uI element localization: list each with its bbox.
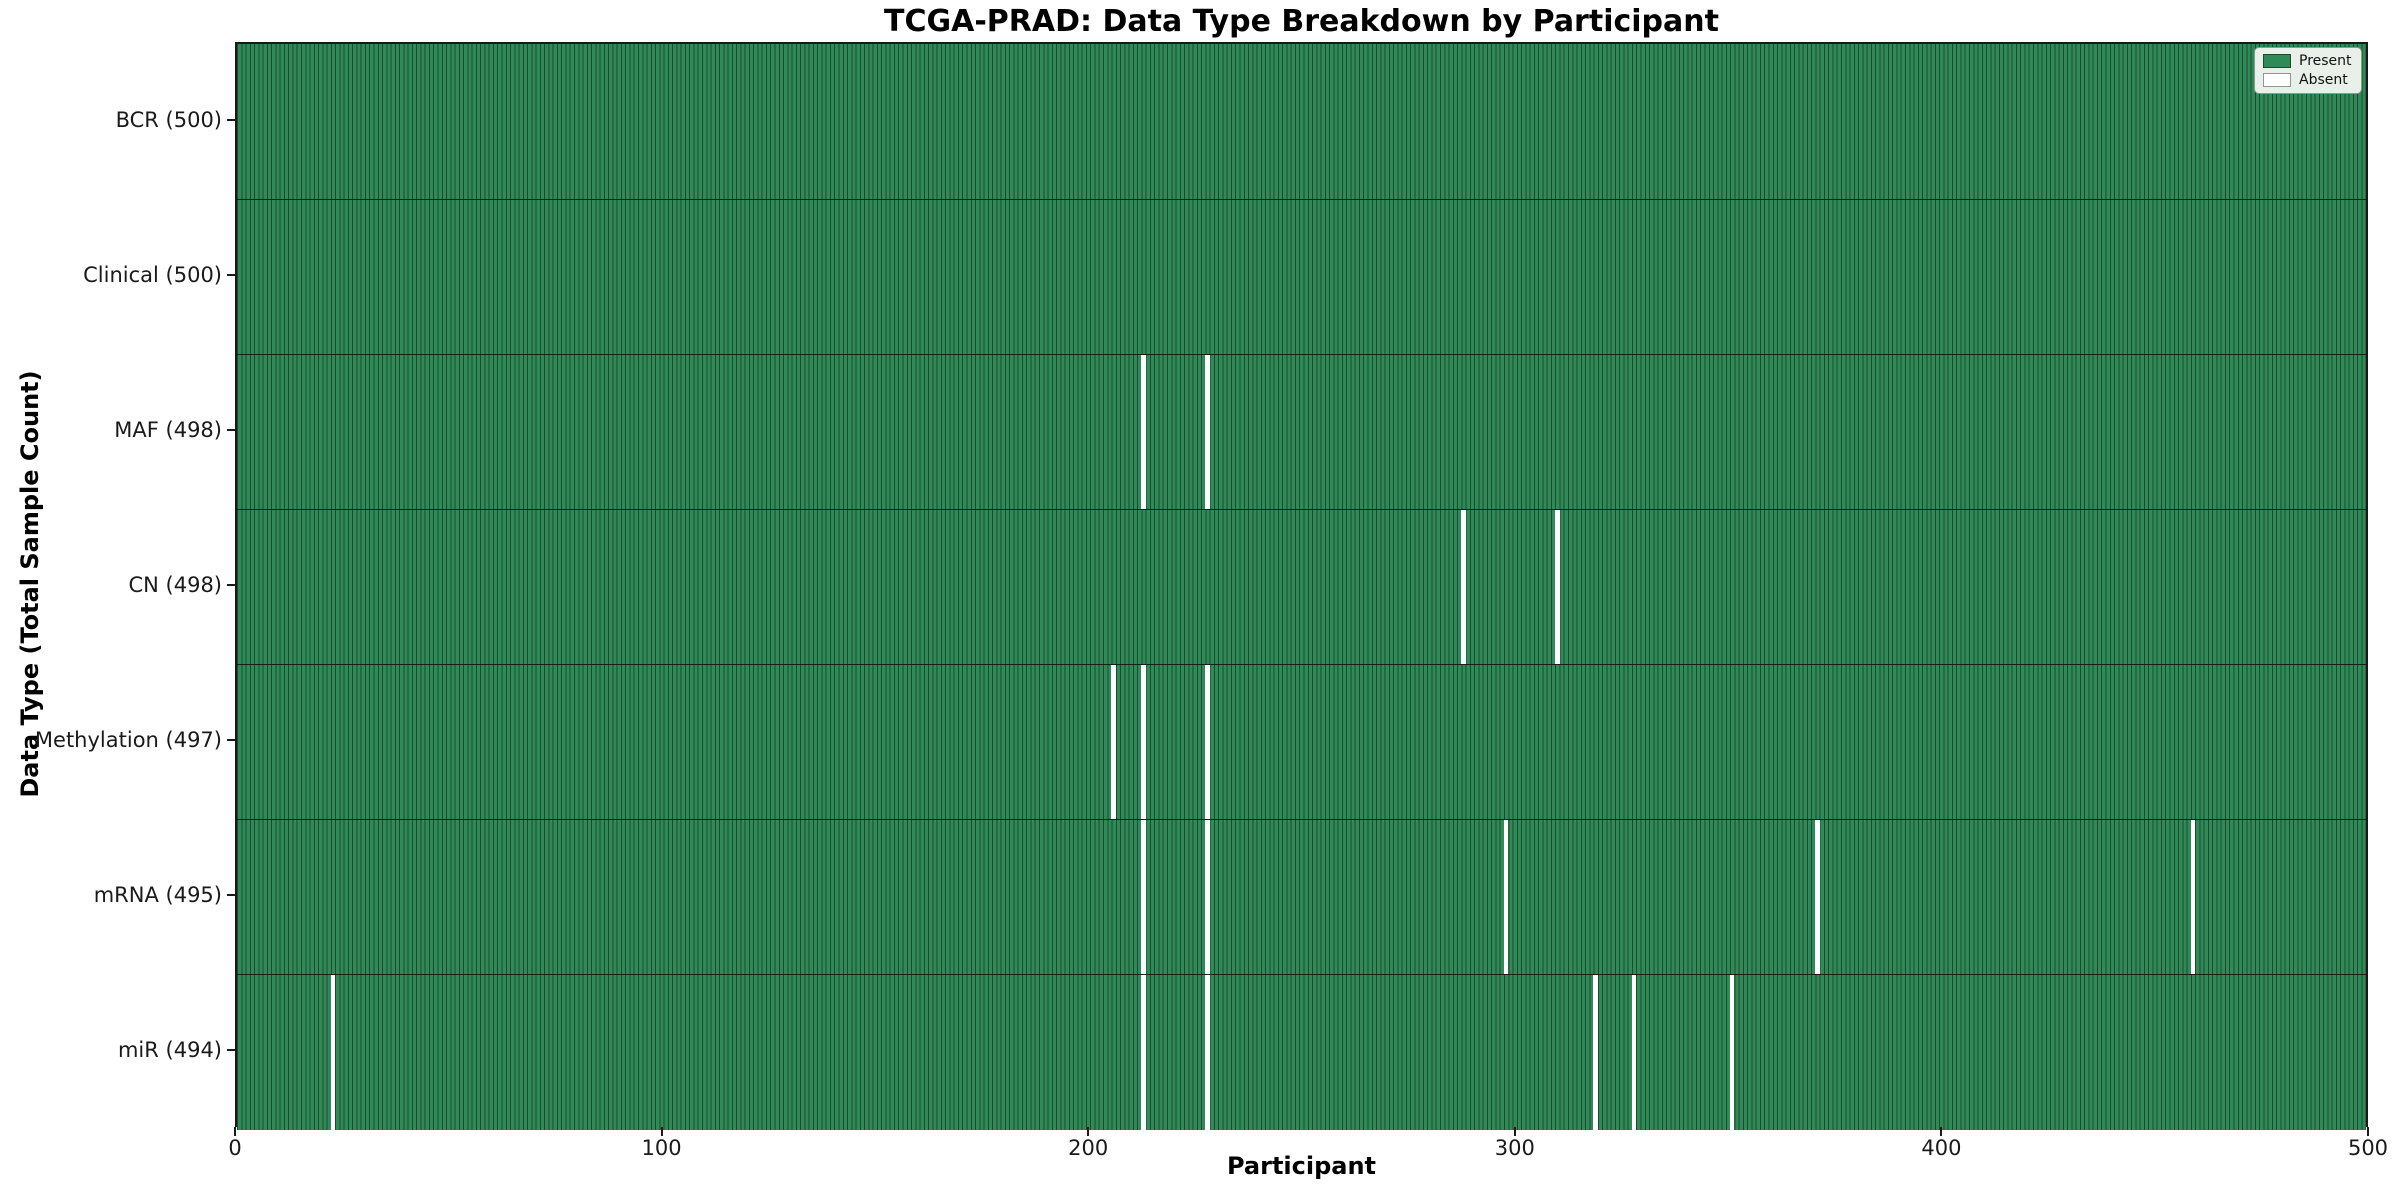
absent-gap — [1141, 355, 1146, 510]
x-tick-mark — [1940, 1127, 1943, 1136]
absent-gap — [1461, 510, 1466, 665]
y-tick-label: BCR (500) — [115, 107, 222, 132]
heatmap-row-cn — [237, 509, 2366, 665]
y-tick-mark — [227, 738, 235, 741]
x-tick-mark — [1513, 1127, 1516, 1136]
absent-gap — [1729, 975, 1735, 1130]
y-tick-label: CN (498) — [128, 572, 222, 597]
x-axis-title: Participant — [1226, 1152, 1377, 1180]
x-tick-label: 400 — [1921, 1136, 1962, 1160]
absent-gap — [1503, 820, 1509, 975]
heatmap-row-bcr — [237, 44, 2366, 199]
y-tick-mark — [227, 273, 235, 276]
legend-item-absent: Absent — [2263, 73, 2353, 87]
y-tick-label: Methylation (497) — [34, 727, 222, 752]
absent-gap — [1815, 820, 1820, 975]
absent-gap — [1111, 665, 1116, 820]
absent-gap — [1141, 820, 1146, 975]
x-tick-label: 0 — [228, 1136, 242, 1160]
absent-gap — [1205, 975, 1210, 1130]
x-tick-label: 300 — [1494, 1136, 1535, 1160]
absent-swatch-icon — [2263, 73, 2291, 87]
legend-label-present: Present — [2299, 53, 2352, 69]
absent-gap — [1205, 355, 1210, 510]
x-tick-label: 500 — [2347, 1136, 2389, 1160]
x-tick-mark — [1087, 1127, 1090, 1136]
absent-gap — [1141, 665, 1146, 820]
absent-gap — [2190, 820, 2196, 975]
x-tick-mark — [2367, 1127, 2369, 1136]
chart-title: TCGA-PRAD: Data Type Breakdown by Partic… — [884, 4, 1719, 39]
absent-gap — [1141, 975, 1146, 1130]
legend: Present Absent — [2254, 47, 2362, 94]
x-tick-label: 200 — [1068, 1136, 1109, 1160]
absent-gap — [1205, 820, 1210, 975]
y-tick-label: miR (494) — [117, 1037, 222, 1062]
y-tick-mark — [227, 583, 235, 586]
y-tick-mark — [227, 428, 235, 431]
y-tick-mark — [227, 1048, 235, 1051]
absent-gap — [330, 975, 336, 1130]
y-tick-label: MAF (498) — [114, 417, 222, 442]
y-tick-mark — [227, 118, 235, 121]
y-tick-mark — [227, 893, 235, 896]
plot-area — [235, 42, 2368, 1130]
legend-label-absent: Absent — [2299, 72, 2348, 88]
heatmap-row-clinical — [237, 199, 2366, 355]
x-tick-label: 100 — [641, 1136, 682, 1160]
absent-gap — [1631, 975, 1637, 1130]
heatmap-row-maf — [237, 354, 2366, 510]
x-tick-mark — [234, 1127, 236, 1136]
heatmap-row-mir — [237, 974, 2366, 1130]
absent-gap — [1205, 665, 1210, 820]
x-tick-mark — [660, 1127, 663, 1136]
absent-gap — [1554, 510, 1560, 665]
heatmap-row-methylation — [237, 664, 2366, 820]
heatmap-row-mrna — [237, 819, 2366, 975]
y-tick-label: mRNA (495) — [93, 882, 222, 907]
present-swatch-icon — [2263, 54, 2291, 68]
legend-item-present: Present — [2263, 54, 2353, 68]
absent-gap — [1593, 975, 1598, 1130]
y-tick-label: Clinical (500) — [83, 262, 222, 287]
